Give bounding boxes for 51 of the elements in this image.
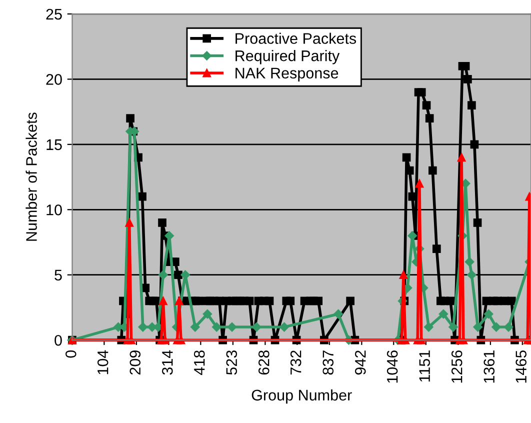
x-tick-label: 418 (194, 350, 205, 375)
point (174, 296, 184, 306)
point (399, 270, 408, 280)
point (464, 257, 474, 266)
point (125, 218, 134, 227)
point (473, 322, 482, 332)
y-tick-label: 20 (46, 74, 62, 85)
x-tick-label: 628 (258, 350, 270, 375)
y-tick-label: 0 (54, 334, 62, 346)
point (448, 322, 458, 332)
x-tick-label: 732 (290, 350, 302, 375)
point (202, 309, 212, 319)
x-tick-label: 209 (130, 350, 141, 375)
x-tick-label: 0 (66, 350, 76, 358)
point (457, 153, 466, 162)
point (138, 322, 148, 332)
point (408, 231, 418, 240)
x-tick-label: 1151 (419, 350, 430, 382)
point (227, 322, 237, 332)
y-tick-label: 5 (54, 270, 62, 281)
x-tick-label: 942 (354, 350, 366, 375)
x-tick-label: 1256 (451, 350, 462, 383)
x-tick-label: 837 (322, 350, 334, 375)
legend-label: Required Parity (236, 50, 340, 64)
y-tick-label: 25 (46, 8, 62, 20)
point (504, 322, 514, 332)
point (212, 322, 222, 332)
point (280, 322, 289, 332)
y-tick-label: 10 (46, 204, 62, 216)
x-axis-title: Group Number (252, 389, 352, 404)
point (158, 270, 168, 280)
x-tick-label: 1465 (516, 350, 526, 383)
y-tick-label: 15 (46, 139, 62, 150)
x-tick-label: 314 (162, 350, 173, 375)
x-tick-label: 1361 (484, 350, 495, 383)
x-tick-label: 104 (97, 350, 108, 374)
point (438, 309, 448, 319)
point (415, 179, 424, 188)
y-axis-title: Number of Packets (26, 112, 37, 241)
x-tick-label: 1046 (386, 350, 398, 383)
point (334, 309, 343, 319)
point (424, 322, 434, 332)
legend-label: Proactive Packets (236, 32, 356, 44)
x-tick-label: 523 (226, 350, 238, 375)
point (159, 296, 168, 306)
point (467, 270, 476, 280)
point (190, 322, 200, 332)
point (484, 309, 494, 319)
legend-label: NAK Response (236, 68, 338, 82)
point (252, 322, 262, 332)
point (492, 322, 501, 332)
